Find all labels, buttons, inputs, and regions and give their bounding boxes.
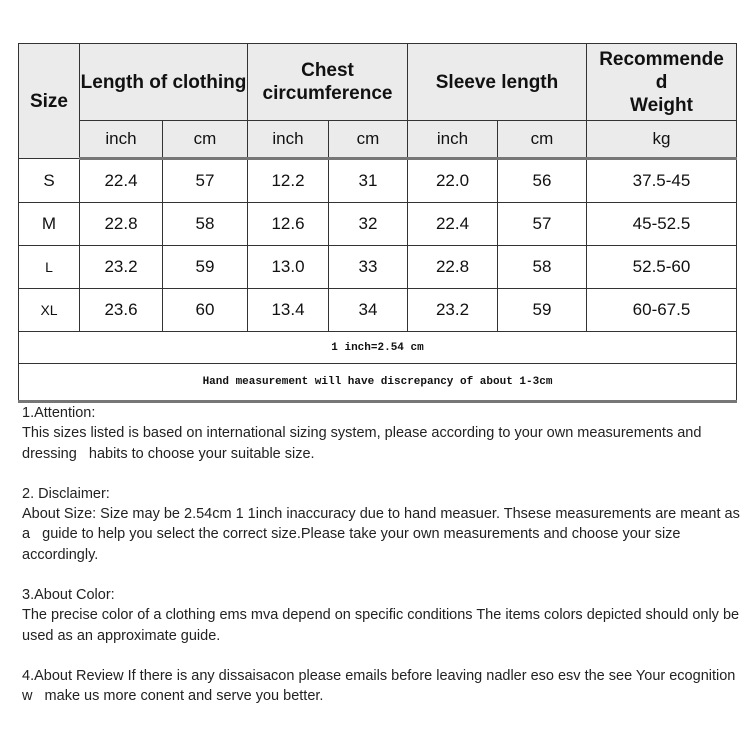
value-cell: 59 bbox=[497, 288, 587, 332]
header-length: Length of clothing bbox=[79, 43, 248, 121]
size-chart-table: Size Length of clothing Chest circumfere… bbox=[18, 43, 737, 403]
value-cell: 59 bbox=[162, 245, 248, 289]
header-weight: Recommende d Weight bbox=[586, 43, 737, 121]
value-cell: 13.4 bbox=[247, 288, 329, 332]
value-cell: 12.6 bbox=[247, 202, 329, 246]
size-cell: S bbox=[18, 158, 80, 203]
note-title: 3.About Color: bbox=[22, 587, 115, 604]
note-paragraph: 3.About Color: The precise color of a clo… bbox=[22, 585, 742, 646]
value-cell: 22.8 bbox=[407, 245, 498, 289]
unit-label: inch bbox=[407, 120, 498, 160]
table-row: M 22.8 58 12.6 32 22.4 57 45-52.5 bbox=[18, 202, 737, 246]
value-cell: 45-52.5 bbox=[586, 202, 737, 246]
conversion-note: 1 inch=2.54 cm bbox=[18, 331, 737, 364]
note-body: The precise color of a clothing ems mva … bbox=[22, 607, 750, 644]
header-size: Size bbox=[18, 43, 80, 159]
note-paragraph: 1.Attention: This sizes listed is based o… bbox=[22, 403, 742, 464]
value-cell: 22.4 bbox=[407, 202, 498, 246]
unit-label: inch bbox=[247, 120, 329, 160]
value-cell: 60 bbox=[162, 288, 248, 332]
discrepancy-note: Hand measurement will have discrepancy o… bbox=[18, 363, 737, 403]
unit-label: cm bbox=[328, 120, 408, 160]
value-cell: 23.2 bbox=[407, 288, 498, 332]
note-paragraph: 2. Disclaimer: About Size: Size may be 2.… bbox=[22, 484, 742, 565]
size-cell: M bbox=[18, 202, 80, 246]
unit-label: cm bbox=[162, 120, 248, 160]
notes-section: 1.Attention: This sizes listed is based o… bbox=[22, 403, 742, 727]
value-cell: 60-67.5 bbox=[586, 288, 737, 332]
value-cell: 23.2 bbox=[79, 245, 163, 289]
note-title: 2. Disclaimer: bbox=[22, 485, 110, 502]
note-body: 4.About Review If there is any dissaisac… bbox=[22, 667, 740, 705]
unit-label: cm bbox=[497, 120, 587, 160]
value-cell: 32 bbox=[328, 202, 408, 246]
table-row: L 23.2 59 13.0 33 22.8 58 52.5-60 bbox=[18, 245, 737, 289]
value-cell: 22.4 bbox=[79, 158, 163, 203]
header-sleeve: Sleeve length bbox=[407, 43, 587, 121]
value-cell: 37.5-45 bbox=[586, 158, 737, 203]
unit-label: kg bbox=[586, 120, 737, 160]
value-cell: 56 bbox=[497, 158, 587, 203]
header-chest: Chest circumference bbox=[247, 43, 408, 121]
note-body: About Size: Size may be 2.54cm 1 1inch i… bbox=[22, 506, 744, 563]
value-cell: 23.6 bbox=[79, 288, 163, 332]
unit-label: inch bbox=[79, 120, 163, 160]
value-cell: 22.8 bbox=[79, 202, 163, 246]
note-paragraph: 4.About Review If there is any dissaisac… bbox=[22, 666, 742, 707]
table-row: XL 23.6 60 13.4 34 23.2 59 60-67.5 bbox=[18, 288, 737, 332]
value-cell: 22.0 bbox=[407, 158, 498, 203]
value-cell: 12.2 bbox=[247, 158, 329, 203]
value-cell: 13.0 bbox=[247, 245, 329, 289]
value-cell: 52.5-60 bbox=[586, 245, 737, 289]
table-row: S 22.4 57 12.2 31 22.0 56 37.5-45 bbox=[18, 158, 737, 203]
size-cell: L bbox=[18, 245, 80, 289]
note-body: This sizes listed is based on internatio… bbox=[22, 425, 706, 462]
value-cell: 33 bbox=[328, 245, 408, 289]
value-cell: 57 bbox=[497, 202, 587, 246]
value-cell: 34 bbox=[328, 288, 408, 332]
size-cell: XL bbox=[18, 288, 80, 332]
note-title: 1.Attention: bbox=[22, 405, 96, 421]
value-cell: 58 bbox=[162, 202, 248, 246]
value-cell: 58 bbox=[497, 245, 587, 289]
value-cell: 57 bbox=[162, 158, 248, 203]
value-cell: 31 bbox=[328, 158, 408, 203]
